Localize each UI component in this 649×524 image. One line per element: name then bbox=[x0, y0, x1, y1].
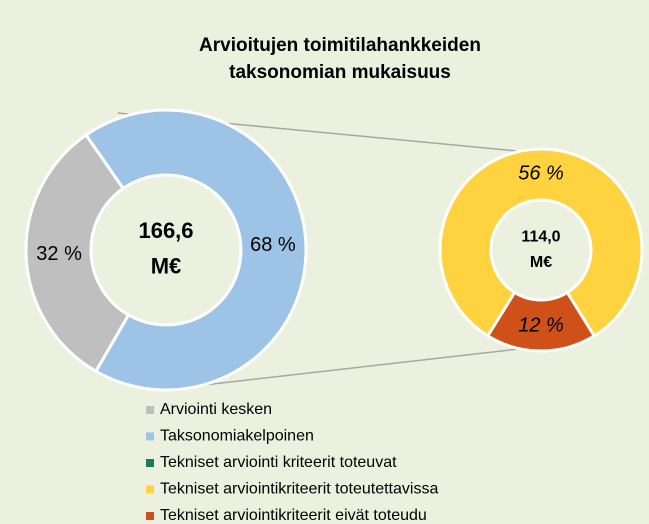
legend-marker bbox=[146, 432, 154, 441]
legend-marker bbox=[146, 406, 154, 414]
donut-slice bbox=[24, 132, 131, 374]
legend-marker bbox=[146, 485, 154, 494]
center-label: M€ bbox=[151, 253, 182, 278]
chart-title: Arvioitujen toimitilahankkeiden bbox=[199, 35, 481, 56]
legend-label: Arviointi kesken bbox=[160, 401, 272, 418]
center-label: M€ bbox=[530, 254, 552, 271]
legend-label: Tekniset arviointikriteerit toteutettavi… bbox=[160, 481, 438, 498]
donut-slice bbox=[485, 290, 597, 353]
data-label: 32 % bbox=[36, 243, 82, 265]
data-label: 68 % bbox=[250, 234, 296, 256]
donut-slice bbox=[84, 108, 308, 392]
donut-slice bbox=[438, 147, 644, 338]
legend-marker bbox=[146, 512, 154, 520]
connector bbox=[159, 347, 529, 391]
legend-label: Taksonomiakelpoinen bbox=[160, 428, 314, 445]
legend-label: Tekniset arviointi kriteerit toteuvat bbox=[160, 454, 397, 471]
data-label: 12 % bbox=[518, 314, 564, 336]
chart-title: taksonomian mukaisuus bbox=[229, 62, 451, 83]
center-label: 114,0 bbox=[521, 228, 560, 245]
legend-marker bbox=[146, 459, 154, 467]
center-label: 166,6 bbox=[138, 218, 193, 243]
data-label: 56 % bbox=[518, 162, 564, 184]
legend-label: Tekniset arviointikriteerit eivät toteud… bbox=[160, 507, 427, 524]
